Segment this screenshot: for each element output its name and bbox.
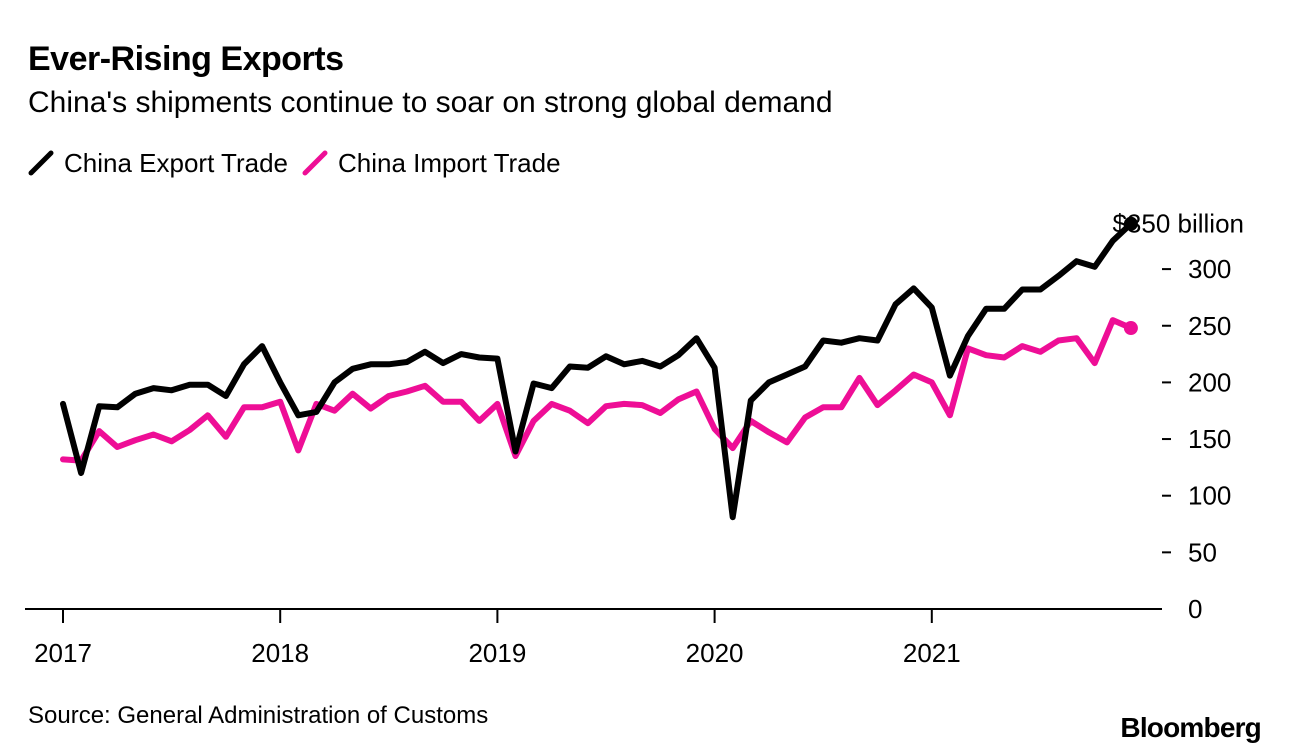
- legend-swatch-import: [302, 150, 328, 176]
- y-tick-label: 50: [1188, 537, 1217, 567]
- plot-area: [60, 216, 1138, 521]
- y-tick-label: 200: [1188, 367, 1231, 397]
- chart-subtitle: China's shipments continue to soar on st…: [28, 86, 833, 119]
- y-tick-label: 300: [1188, 254, 1231, 284]
- bloomberg-logo: Bloomberg: [1120, 712, 1261, 743]
- y-tick-label: 0: [1188, 594, 1202, 624]
- source-note: Source: General Administration of Custom…: [28, 702, 489, 729]
- series-line-import: [60, 317, 1134, 464]
- series-line-export: [60, 220, 1134, 521]
- legend-item-export[interactable]: China Export Trade: [28, 148, 288, 179]
- chart-legend: China Export Trade China Import Trade: [28, 146, 575, 180]
- y-tick-label: 250: [1188, 311, 1231, 341]
- x-tick-label: 2020: [686, 638, 744, 668]
- x-tick-label: 2018: [251, 638, 309, 668]
- x-tick-label: 2017: [34, 638, 92, 668]
- y-tick-label: 100: [1188, 481, 1231, 511]
- legend-label-import: China Import Trade: [338, 147, 561, 178]
- series-endpoint-export: [1123, 216, 1138, 231]
- x-tick-label: 2019: [468, 638, 526, 668]
- x-tick-label: 2021: [903, 638, 961, 668]
- line-chart: 2017 2018 2019 2020 2021 050100150200250300$…: [25, 208, 1244, 668]
- chart-title: Ever-Rising Exports: [28, 40, 344, 78]
- legend-swatch-export: [28, 150, 54, 176]
- x-axis: 2017 2018 2019 2020 2021: [25, 608, 1162, 668]
- legend-label-export: China Export Trade: [64, 147, 289, 178]
- series-endpoint-import: [1123, 321, 1138, 336]
- y-tick-label: 150: [1188, 424, 1231, 454]
- legend-item-import[interactable]: China Import Trade: [302, 148, 561, 179]
